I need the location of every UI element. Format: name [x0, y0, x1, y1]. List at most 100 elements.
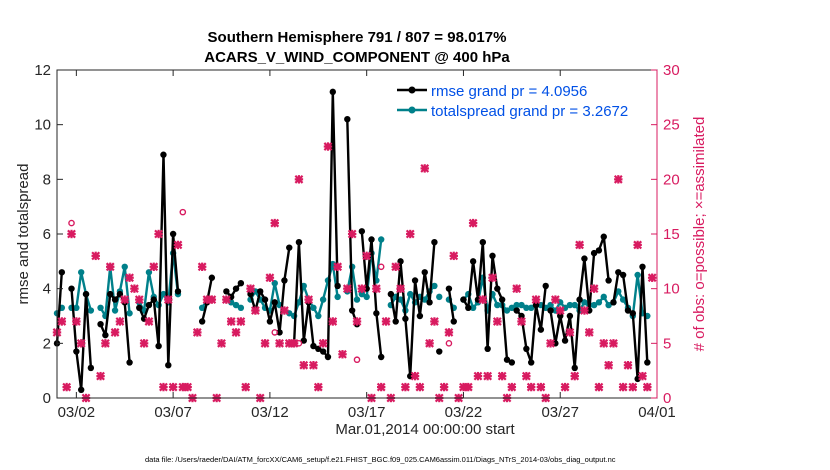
series-totalspread-point — [634, 271, 641, 279]
obs-assimilated-marker — [449, 251, 459, 261]
series-totalspread-point — [252, 288, 259, 295]
series-rmse-point — [566, 312, 574, 320]
obs-assimilated-marker — [512, 284, 522, 294]
obs-assimilated-marker — [546, 338, 555, 348]
obs-assimilated-marker — [323, 142, 333, 151]
series-totalspread-point — [126, 310, 133, 317]
series-rmse-point — [160, 151, 167, 158]
series-rmse-point — [344, 116, 351, 123]
y-left-tick-label: 0 — [43, 390, 51, 407]
series-rmse-point — [527, 359, 535, 366]
obs-assimilated-marker — [115, 317, 125, 326]
series-rmse-point — [295, 239, 303, 246]
obs-assimilated-marker — [105, 262, 115, 272]
y-left-tick-label: 2 — [43, 335, 51, 352]
series-rmse-point — [518, 312, 525, 320]
obs-assimilated-marker — [183, 382, 193, 392]
series-totalspread-point — [518, 301, 525, 309]
series-totalspread-point — [600, 293, 607, 301]
obs-assimilated-marker — [536, 382, 546, 392]
series-rmse-point — [513, 307, 520, 314]
obs-assimilated-marker — [488, 273, 497, 283]
obs-assimilated-marker — [270, 218, 280, 228]
obs-assimilated-marker — [425, 338, 434, 348]
obs-assimilated-marker — [120, 295, 130, 304]
obs-assimilated-marker — [168, 382, 178, 392]
series-totalspread-point — [527, 304, 535, 311]
obs-assimilated-marker — [497, 371, 507, 381]
series-rmse-point — [73, 348, 80, 355]
obs-layer — [52, 142, 657, 403]
y-left-tick-label: 12 — [34, 62, 51, 79]
y-right-tick-label: 0 — [663, 390, 671, 407]
y-right-tick-label: 15 — [663, 226, 680, 243]
series-totalspread-point — [508, 304, 516, 311]
obs-possible-marker — [271, 329, 279, 336]
series-rmse-point — [494, 285, 501, 292]
obs-assimilated-marker — [463, 382, 473, 392]
obs-assimilated-marker — [251, 306, 260, 315]
series-totalspread-point — [581, 299, 588, 306]
x-tick-label: 03/02 — [58, 404, 96, 421]
obs-assimilated-marker — [580, 306, 589, 315]
series-totalspread-point — [523, 304, 530, 311]
obs-assimilated-marker — [221, 295, 231, 304]
series-rmse-point — [102, 331, 109, 339]
obs-assimilated-marker — [280, 306, 289, 315]
series-rmse-point — [605, 277, 612, 284]
series-rmse-point — [532, 301, 540, 309]
series-totalspread-point — [315, 312, 322, 320]
y-left-tick-label: 10 — [34, 117, 51, 134]
series-totalspread-point — [363, 293, 370, 301]
obs-assimilated-marker — [139, 338, 149, 348]
obs-assimilated-marker — [163, 295, 173, 304]
series-rmse-point — [334, 282, 341, 290]
y-right-tick-label: 5 — [663, 335, 671, 352]
series-rmse-point — [450, 318, 457, 325]
obs-assimilated-marker — [415, 382, 425, 392]
obs-assimilated-marker — [599, 338, 609, 348]
obs-assimilated-marker — [309, 360, 318, 370]
obs-assimilated-marker — [633, 240, 643, 250]
series-totalspread-point — [295, 299, 303, 306]
series-rmse-point — [281, 277, 288, 284]
x-tick-label: 03/27 — [541, 404, 579, 421]
obs-possible-marker — [179, 208, 187, 216]
series-totalspread-point — [561, 304, 569, 311]
obs-assimilated-marker — [570, 371, 580, 381]
series-rmse-point — [634, 375, 641, 383]
series-rmse-point — [165, 362, 172, 369]
obs-assimilated-marker — [231, 328, 241, 337]
obs-assimilated-marker — [439, 382, 449, 392]
series-totalspread-point — [111, 307, 119, 314]
series-rmse-point — [590, 249, 598, 257]
x-tick-label: 04/01 — [638, 404, 676, 421]
series-rmse-point — [261, 296, 269, 303]
series-rmse-point — [286, 244, 293, 251]
series-rmse-point — [624, 307, 632, 314]
series-totalspread-point — [557, 299, 564, 306]
obs-assimilated-marker — [642, 382, 652, 392]
series-rmse-point — [300, 337, 307, 344]
y-left-tick-label: 4 — [43, 281, 51, 298]
obs-assimilated-marker — [67, 229, 76, 239]
x-axis-label: Mar.01,2014 00:00:00 start — [335, 421, 515, 438]
series-rmse-point — [561, 337, 569, 344]
obs-assimilated-marker — [76, 338, 86, 348]
obs-assimilated-marker — [594, 382, 604, 392]
series-rmse-point — [227, 293, 235, 301]
series-totalspread-point — [319, 296, 327, 303]
obs-assimilated-marker — [71, 317, 81, 326]
series-rmse-point — [547, 307, 554, 314]
series-rmse-point — [126, 359, 133, 366]
series-rmse-point — [155, 342, 162, 350]
chart-title-line1: Southern Hemisphere 791 / 807 = 98.017% — [208, 29, 507, 46]
obs-assimilated-marker — [430, 317, 439, 326]
series-rmse-point — [407, 372, 414, 380]
y-right-tick-label: 25 — [663, 117, 680, 134]
legend-spread-text: totalspread grand pr = 3.2672 — [431, 103, 628, 120]
series-rmse-point — [431, 239, 438, 246]
series-rmse-point — [416, 312, 424, 320]
obs-assimilated-marker — [241, 382, 251, 392]
obs-assimilated-marker — [304, 295, 313, 304]
